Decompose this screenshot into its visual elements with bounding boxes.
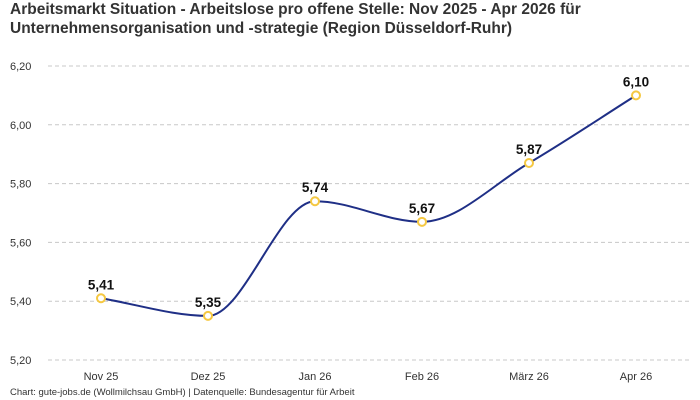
data-markers [96,90,641,321]
y-tick-label: 5,60 [10,237,31,249]
y-tick-label: 5,80 [10,179,31,191]
y-tick-label: 5,40 [10,296,31,308]
chart-source: Chart: gute-jobs.de (Wollmilchsau GmbH) … [10,387,355,398]
data-point [524,158,534,169]
data-labels: 5,41 5,35 5,74 5,67 5,87 6,10 [88,74,649,310]
y-tick-label: 6,00 [10,120,31,132]
x-tick-label: Nov 25 [84,371,119,383]
data-label: 5,67 [409,201,435,216]
y-axis-ticks: 5,20 5,40 5,60 5,80 6,00 6,20 [10,61,31,367]
data-label: 5,87 [516,142,542,157]
x-tick-label: März 26 [509,371,549,383]
chart-title: Arbeitsmarkt Situation - Arbeitslose pro… [10,1,581,37]
x-tick-label: Apr 26 [620,371,652,383]
x-axis-ticks: Nov 25 Dez 25 Jan 26 Feb 26 März 26 Apr 26 [84,371,653,383]
y-tick-label: 5,20 [10,355,31,367]
data-point [417,216,427,227]
x-tick-label: Dez 25 [191,371,226,383]
x-tick-label: Feb 26 [405,371,439,383]
gridlines [48,65,690,361]
data-point [203,310,213,321]
data-point [631,90,641,101]
y-tick-label: 6,20 [10,61,31,73]
series-line [100,94,637,317]
data-label: 5,74 [302,180,329,195]
x-tick-label: Jan 26 [298,371,331,383]
data-point [310,196,320,207]
data-label: 6,10 [623,74,649,89]
data-label: 5,35 [195,295,222,310]
data-point [96,293,106,304]
data-label: 5,41 [88,277,115,292]
